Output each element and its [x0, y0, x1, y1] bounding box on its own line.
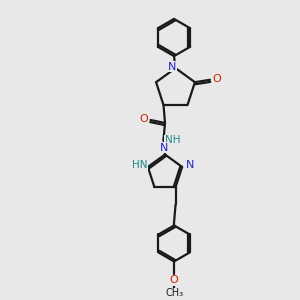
Text: N: N	[185, 160, 194, 170]
Text: O: O	[140, 114, 148, 124]
Text: NH: NH	[165, 135, 180, 145]
Text: HN: HN	[132, 160, 147, 170]
Text: N: N	[160, 143, 169, 153]
Text: O: O	[212, 74, 221, 84]
Text: CH₃: CH₃	[165, 288, 183, 298]
Text: O: O	[170, 275, 178, 285]
Text: N: N	[168, 61, 177, 72]
